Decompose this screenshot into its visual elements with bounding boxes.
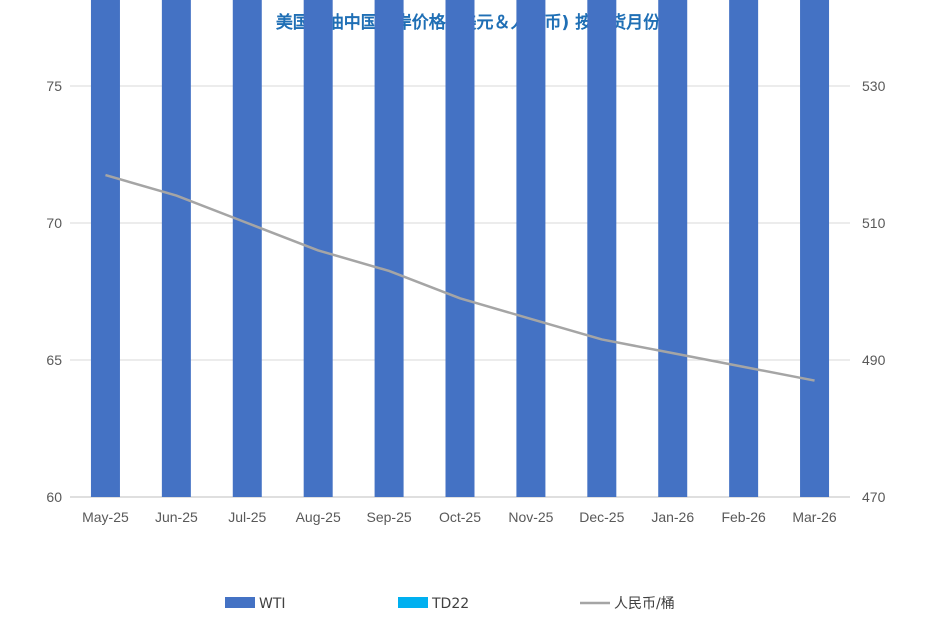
y-right-tick-label: 510 bbox=[862, 215, 886, 231]
bar-wti bbox=[729, 0, 759, 497]
y-right-tick-label: 470 bbox=[862, 489, 886, 505]
x-tick-label: Jan-26 bbox=[651, 509, 694, 525]
legend: WTI TD22 人民币/桶 bbox=[225, 596, 675, 612]
bar-wti bbox=[800, 0, 830, 497]
x-tick-label: Jun-25 bbox=[155, 509, 198, 525]
rmb-line bbox=[105, 173, 815, 382]
y-left-tick-label: 75 bbox=[46, 78, 62, 94]
x-tick-label: Sep-25 bbox=[367, 509, 412, 525]
x-tick-label: Feb-26 bbox=[721, 509, 766, 525]
x-axis: May-25 Jun-25 Jul-25 Aug-25 Sep-25 Oct-25 Nov-… bbox=[82, 509, 837, 525]
bar-wti bbox=[587, 0, 617, 497]
y-left-tick-label: 60 bbox=[46, 489, 62, 505]
x-tick-label: Oct-25 bbox=[439, 509, 481, 525]
bar-wti bbox=[516, 0, 546, 497]
y-right-tick-label: 490 bbox=[862, 352, 886, 368]
y-axis-right: 470 490 510 530 bbox=[862, 78, 886, 505]
x-tick-label: Mar-26 bbox=[792, 509, 837, 525]
bar-wti bbox=[303, 0, 333, 497]
y-axis-left: 60 65 70 75 bbox=[46, 78, 62, 505]
bar-wti bbox=[161, 0, 191, 497]
legend-swatch-wti bbox=[225, 597, 255, 608]
bars bbox=[90, 0, 830, 497]
legend-label: 人民币/桶 bbox=[614, 596, 675, 612]
x-tick-label: Aug-25 bbox=[296, 509, 341, 525]
legend-label: TD22 bbox=[431, 596, 469, 612]
bar-wti bbox=[374, 0, 404, 497]
y-left-tick-label: 70 bbox=[46, 215, 62, 231]
bar-wti bbox=[445, 0, 475, 497]
x-tick-label: Nov-25 bbox=[508, 509, 553, 525]
x-tick-label: May-25 bbox=[82, 509, 129, 525]
line-series bbox=[105, 173, 815, 382]
bar-wti bbox=[90, 0, 120, 497]
x-tick-label: Jul-25 bbox=[228, 509, 266, 525]
bar-wti bbox=[658, 0, 688, 497]
legend-swatch-td22 bbox=[398, 597, 428, 608]
y-left-tick-label: 65 bbox=[46, 352, 62, 368]
x-tick-label: Dec-25 bbox=[579, 509, 624, 525]
legend-label: WTI bbox=[259, 596, 286, 612]
bar-wti bbox=[232, 0, 262, 497]
y-right-tick-label: 530 bbox=[862, 78, 886, 94]
